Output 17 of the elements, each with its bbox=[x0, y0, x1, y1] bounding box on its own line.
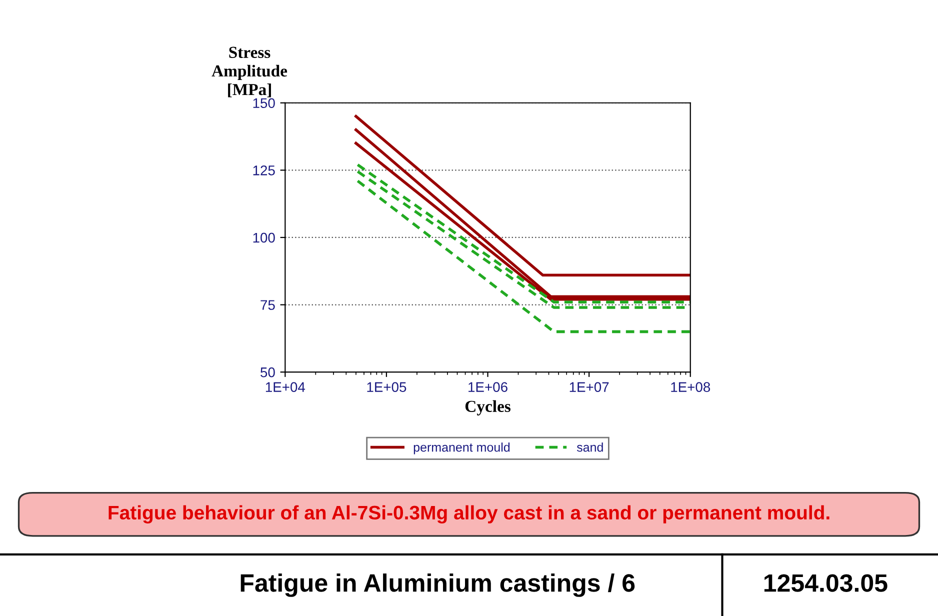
legend-label: permanent mould bbox=[414, 442, 510, 454]
x-tick-label: 1E+07 bbox=[570, 382, 609, 392]
x-tick-label: 1E+04 bbox=[266, 382, 306, 392]
y-tick-label: 50 bbox=[260, 367, 275, 378]
x-tick-label: 1E+06 bbox=[468, 382, 508, 392]
y-tick-label: 100 bbox=[253, 232, 275, 243]
x-tick-label: 1E+05 bbox=[367, 382, 406, 392]
legend-label: sand bbox=[576, 442, 603, 452]
text: Fatigue behaviour of an Al-7Si-0.3Mg alloy cast in a sand or permanent mould. bbox=[108, 505, 830, 524]
y-tick-label: 125 bbox=[253, 166, 275, 176]
y-tick-label: 150 bbox=[253, 98, 275, 108]
text: 1254.03.05 bbox=[764, 574, 888, 592]
x-axis-title: Cycles bbox=[465, 400, 510, 416]
y-axis-title: Stress Amplitude [MPa] bbox=[212, 46, 288, 98]
text: Fatigue in Aluminium castings / 6 bbox=[240, 573, 635, 597]
x-tick-label: 1E+08 bbox=[671, 382, 710, 392]
y-tick-label: 75 bbox=[260, 300, 275, 310]
